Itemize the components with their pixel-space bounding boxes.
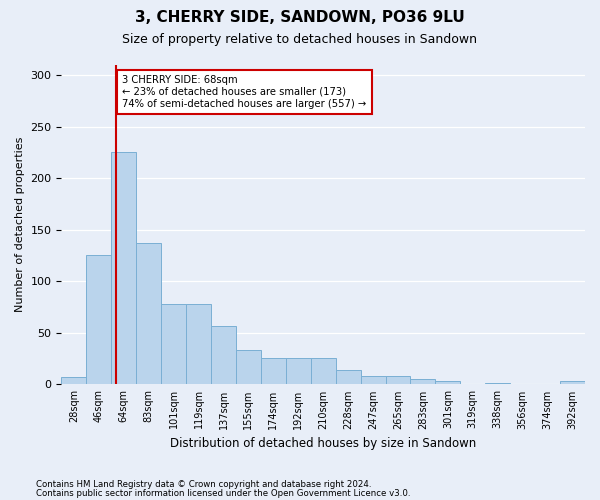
Bar — [211, 326, 236, 384]
Text: 3 CHERRY SIDE: 68sqm
← 23% of detached houses are smaller (173)
74% of semi-deta: 3 CHERRY SIDE: 68sqm ← 23% of detached h… — [122, 76, 367, 108]
X-axis label: Distribution of detached houses by size in Sandown: Distribution of detached houses by size … — [170, 437, 476, 450]
Text: Contains public sector information licensed under the Open Government Licence v3: Contains public sector information licen… — [36, 488, 410, 498]
Bar — [436, 382, 460, 384]
Bar — [111, 152, 136, 384]
Bar — [361, 376, 386, 384]
Bar — [236, 350, 261, 384]
Bar — [410, 380, 436, 384]
Bar — [560, 382, 585, 384]
Bar — [386, 376, 410, 384]
Bar — [86, 254, 111, 384]
Bar — [311, 358, 335, 384]
Bar — [335, 370, 361, 384]
Bar — [286, 358, 311, 384]
Bar — [161, 304, 186, 384]
Y-axis label: Number of detached properties: Number of detached properties — [15, 137, 25, 312]
Text: Contains HM Land Registry data © Crown copyright and database right 2024.: Contains HM Land Registry data © Crown c… — [36, 480, 371, 489]
Bar — [136, 244, 161, 384]
Text: 3, CHERRY SIDE, SANDOWN, PO36 9LU: 3, CHERRY SIDE, SANDOWN, PO36 9LU — [135, 10, 465, 25]
Bar — [261, 358, 286, 384]
Text: Size of property relative to detached houses in Sandown: Size of property relative to detached ho… — [122, 32, 478, 46]
Bar — [61, 377, 86, 384]
Bar — [186, 304, 211, 384]
